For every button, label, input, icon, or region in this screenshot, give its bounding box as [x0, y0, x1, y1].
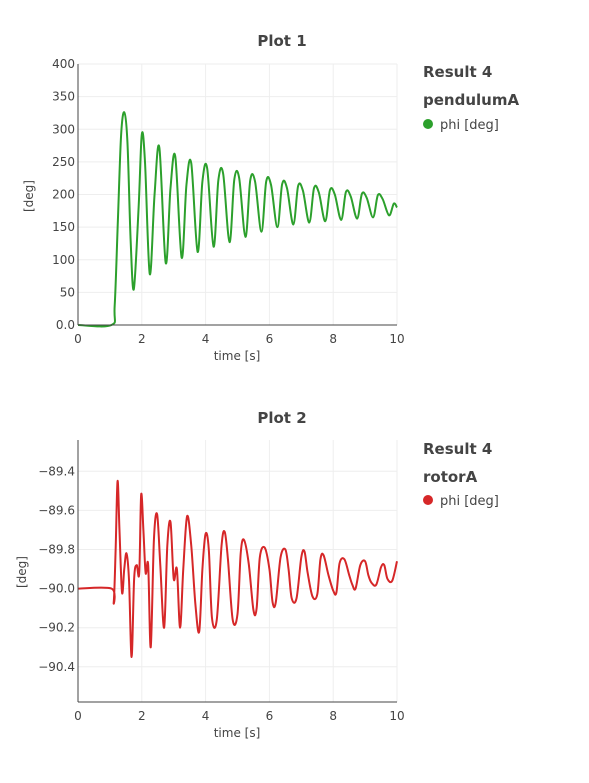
- plot-1-y-tick-label: 150: [52, 220, 75, 234]
- plot-2-y-tick-label: −89.8: [38, 542, 75, 556]
- plot-1-y-tick-label: 350: [52, 90, 75, 104]
- plot-1-x-tick-label: 10: [389, 332, 404, 346]
- plot-2: Plot 2 0 2 4 6 8 10 −89.4 −89.6 −89.8 −90.0 −90.2 −…: [15, 409, 499, 740]
- plot-1-y-tick-label: 250: [52, 155, 75, 169]
- plot-1-legend-group: Result 4: [423, 63, 492, 81]
- plot-1-y-tick-label: 50: [60, 285, 75, 299]
- plot-1-x-tick-label: 4: [202, 332, 210, 346]
- plot-1-y-tick-label: 400: [52, 57, 75, 71]
- plot-1-legend-subgroup: pendulumA: [423, 91, 519, 109]
- plot-2-x-tick-label: 8: [329, 709, 337, 723]
- plot-2-y-axis-label: [deg]: [15, 556, 29, 588]
- plot-2-x-tick-label: 4: [202, 709, 210, 723]
- plot-1-x-tick-label: 2: [138, 332, 146, 346]
- plot-1-y-tick-label: 0.0: [56, 318, 75, 332]
- plot-1-x-axis-label: time [s]: [214, 349, 261, 363]
- plot-2-x-tick-label: 10: [389, 709, 404, 723]
- plot-2-series-line[interactable]: [77, 480, 398, 659]
- plot-2-legend-entry[interactable]: phi [deg]: [440, 494, 499, 509]
- plot-1-x-tick-label: 0: [74, 332, 82, 346]
- plot-1-legend-marker[interactable]: [423, 119, 433, 129]
- plot-2-legend: Result 4 rotorA phi [deg]: [423, 440, 499, 509]
- plot-2-y-tick-label: −89.4: [38, 464, 75, 478]
- plot-2-x-tick-label: 0: [74, 709, 82, 723]
- plot-2-legend-group: Result 4: [423, 440, 492, 458]
- plot-2-y-tick-label: −89.6: [38, 503, 75, 517]
- plot-2-x-axis-label: time [s]: [214, 726, 261, 740]
- plot-1-y-tick-label: 200: [52, 188, 75, 202]
- plot-1-y-tick-label: 100: [52, 253, 75, 267]
- plot-2-legend-marker[interactable]: [423, 495, 433, 505]
- plot-2-y-tick-label: −90.4: [38, 660, 75, 674]
- plot-2-x-tick-label: 2: [138, 709, 146, 723]
- plot-2-title: Plot 2: [257, 409, 306, 427]
- plot-1: Plot 1 0 2 4 6 8 10 0.0 50 100 150 200 250 300 350 400…: [22, 32, 519, 363]
- plot-1-y-axis-label: [deg]: [22, 180, 36, 212]
- plot-1-legend: Result 4 pendulumA phi [deg]: [423, 63, 519, 133]
- plot-1-x-tick-label: 8: [329, 332, 337, 346]
- plot-2-y-tick-label: −90.2: [38, 621, 75, 635]
- plot-1-y-tick-label: 300: [52, 122, 75, 136]
- plot-1-series-line[interactable]: [77, 111, 398, 328]
- plot-1-legend-entry[interactable]: phi [deg]: [440, 118, 499, 133]
- plot-2-y-tick-label: −90.0: [38, 582, 75, 596]
- plot-2-x-tick-label: 6: [266, 709, 274, 723]
- plot-2-legend-subgroup: rotorA: [423, 468, 478, 486]
- plot-1-x-tick-label: 6: [266, 332, 274, 346]
- plot-1-title: Plot 1: [257, 32, 306, 50]
